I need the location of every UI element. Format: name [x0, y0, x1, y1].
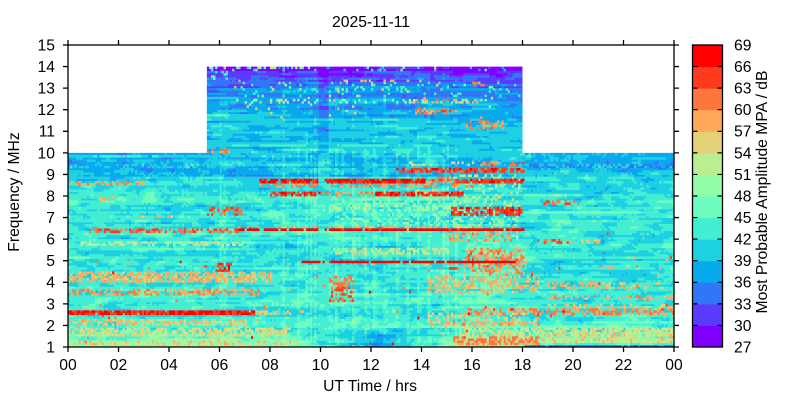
svg-text:63: 63: [734, 81, 752, 98]
svg-text:06: 06: [211, 357, 229, 374]
svg-text:12: 12: [38, 102, 55, 119]
svg-text:57: 57: [734, 124, 751, 141]
svg-text:18: 18: [514, 357, 532, 374]
svg-text:13: 13: [38, 81, 56, 98]
svg-text:8: 8: [46, 188, 55, 205]
svg-text:39: 39: [734, 253, 751, 270]
svg-text:36: 36: [734, 275, 752, 292]
svg-text:00: 00: [665, 357, 683, 374]
svg-text:16: 16: [463, 357, 481, 374]
svg-text:48: 48: [734, 188, 752, 205]
svg-text:20: 20: [564, 357, 582, 374]
svg-text:11: 11: [39, 124, 55, 141]
svg-text:60: 60: [734, 102, 752, 119]
svg-text:08: 08: [261, 357, 279, 374]
svg-text:22: 22: [615, 357, 632, 374]
svg-text:00: 00: [59, 357, 77, 374]
svg-text:12: 12: [362, 357, 379, 374]
svg-text:7: 7: [46, 210, 55, 227]
svg-text:6: 6: [46, 232, 55, 249]
svg-text:14: 14: [413, 357, 431, 374]
svg-text:2: 2: [46, 318, 55, 335]
svg-text:45: 45: [734, 210, 752, 227]
svg-text:54: 54: [734, 145, 752, 162]
svg-text:9: 9: [46, 167, 55, 184]
svg-text:10: 10: [38, 145, 56, 162]
svg-text:42: 42: [734, 232, 751, 249]
svg-text:Most Probable Amplitude MPA /: Most Probable Amplitude MPA / dB: [754, 71, 771, 314]
svg-text:69: 69: [734, 37, 751, 54]
svg-text:27: 27: [734, 339, 751, 356]
svg-text:1: 1: [46, 339, 55, 356]
svg-text:51: 51: [734, 167, 751, 184]
svg-text:04: 04: [160, 357, 178, 374]
svg-text:UT Time / hrs: UT Time / hrs: [323, 378, 417, 395]
svg-text:15: 15: [38, 37, 56, 54]
svg-text:5: 5: [46, 253, 55, 270]
svg-text:66: 66: [734, 59, 752, 76]
svg-text:Frequency / MHz: Frequency / MHz: [6, 132, 23, 252]
svg-text:30: 30: [734, 318, 752, 335]
svg-text:02: 02: [110, 357, 127, 374]
svg-text:2025-11-11: 2025-11-11: [332, 14, 410, 31]
svg-text:14: 14: [38, 59, 56, 76]
svg-text:33: 33: [734, 296, 752, 313]
svg-text:4: 4: [46, 275, 55, 292]
svg-text:3: 3: [46, 296, 55, 313]
svg-text:10: 10: [312, 357, 330, 374]
